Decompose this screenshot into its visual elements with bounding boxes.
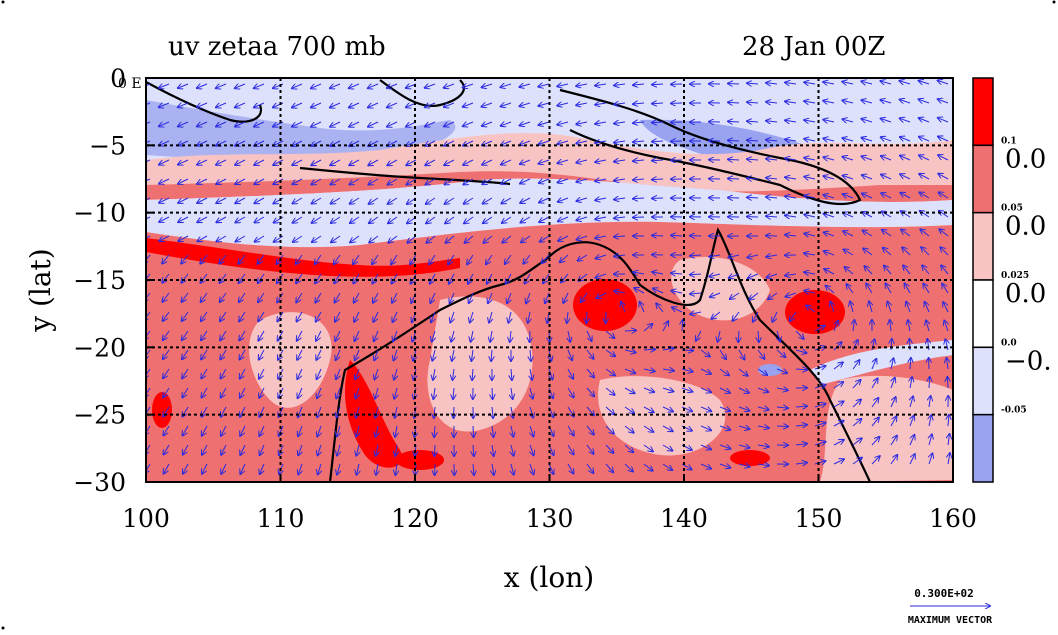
wind-vector bbox=[633, 217, 644, 218]
colorbar-segment bbox=[973, 347, 993, 414]
x-tick-label: 100 bbox=[122, 504, 170, 533]
wind-vector bbox=[492, 388, 493, 399]
pink-patch-4 bbox=[820, 376, 953, 482]
colorbar-level-label: -0.05 bbox=[1001, 406, 1027, 416]
wind-vector bbox=[728, 102, 739, 103]
red-core-small-2 bbox=[396, 450, 444, 470]
colorbar-segment bbox=[973, 213, 993, 280]
corner-dot-tr bbox=[1053, 1, 1056, 4]
x-tick-label: 150 bbox=[795, 504, 843, 533]
vector-key-label: MAXIMUM VECTOR bbox=[908, 615, 993, 626]
red-core-cyclone-1 bbox=[573, 279, 637, 331]
colorbar-segment bbox=[973, 280, 993, 347]
y-tick-label: −25 bbox=[73, 401, 126, 430]
colorbar-segment bbox=[973, 415, 993, 482]
y-tick-label: −20 bbox=[73, 333, 126, 362]
x-tick-label: 120 bbox=[391, 504, 439, 533]
x-axis-label: x (lon) bbox=[504, 561, 594, 594]
wind-vector bbox=[652, 122, 663, 123]
wind-vector bbox=[947, 377, 948, 388]
x-tick-label: 110 bbox=[257, 504, 305, 533]
x-tick-label: 140 bbox=[660, 504, 708, 533]
wind-vector bbox=[652, 103, 663, 104]
corner-dot-tl bbox=[2, 1, 5, 4]
wind-vector bbox=[929, 377, 930, 388]
wind-vector bbox=[777, 426, 788, 427]
chart-subtitle: 28 Jan 00Z bbox=[742, 32, 885, 62]
wind-vector bbox=[747, 197, 758, 198]
colorbar-segment bbox=[973, 78, 993, 145]
wind-vector bbox=[728, 179, 739, 180]
wind-vector bbox=[728, 159, 739, 160]
wind-vector bbox=[586, 312, 587, 323]
wind-vector bbox=[910, 339, 911, 350]
wind-vector bbox=[728, 121, 739, 122]
colorbar-big-label: 0.0 bbox=[1005, 279, 1046, 309]
red-core-small-3 bbox=[730, 450, 770, 466]
wind-vector bbox=[682, 320, 683, 331]
colorbar-segment bbox=[973, 145, 993, 212]
y-tick-label: −15 bbox=[73, 266, 126, 295]
wind-vector bbox=[652, 160, 663, 161]
vector-key-value: 0.300E+02 bbox=[914, 587, 974, 600]
red-core-small-1 bbox=[152, 392, 172, 428]
y-axis-label: y (lat) bbox=[24, 248, 57, 332]
wind-vector bbox=[644, 349, 655, 350]
colorbar-big-label: 0.0 bbox=[1005, 212, 1046, 242]
wind-vector bbox=[434, 445, 435, 456]
wind-vector bbox=[652, 84, 663, 85]
vector-key: 0.300E+02 MAXIMUM VECTOR bbox=[908, 587, 993, 626]
wind-vector bbox=[652, 179, 663, 180]
corner-dot-bl bbox=[2, 627, 5, 630]
wind-vector bbox=[625, 330, 636, 331]
colorbar-big-label: −0. bbox=[1005, 346, 1052, 376]
wind-vector bbox=[728, 140, 739, 141]
chart-title: uv zetaa 700 mb bbox=[168, 32, 386, 62]
wind-vector bbox=[652, 235, 663, 236]
y-tick-label: −5 bbox=[89, 131, 126, 160]
colorbar-big-label: 0.0 bbox=[1005, 144, 1046, 174]
wind-vector bbox=[671, 235, 682, 236]
y-tick-label: −10 bbox=[73, 199, 126, 228]
x-tick-label: 130 bbox=[526, 504, 574, 533]
wind-vector bbox=[728, 84, 739, 85]
wind-vector bbox=[473, 426, 474, 437]
y-tick-label: −30 bbox=[73, 468, 126, 497]
x-tick-label: 160 bbox=[929, 504, 977, 533]
wind-vector bbox=[454, 407, 455, 418]
y-tick-label: 0 bbox=[110, 64, 126, 93]
wind-vector bbox=[652, 141, 663, 142]
plot-area bbox=[140, 78, 953, 482]
